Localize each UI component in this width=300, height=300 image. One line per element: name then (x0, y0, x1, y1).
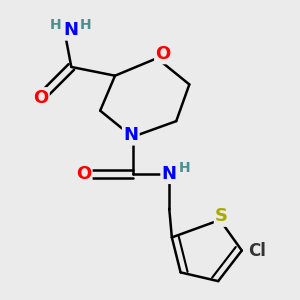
Text: S: S (215, 207, 228, 225)
Text: N: N (123, 126, 138, 144)
Text: H: H (80, 18, 91, 32)
Text: O: O (33, 88, 48, 106)
Text: O: O (155, 45, 171, 63)
Text: H: H (50, 18, 62, 32)
Text: N: N (64, 21, 79, 39)
Text: H: H (179, 161, 191, 176)
Text: N: N (162, 165, 177, 183)
Text: O: O (76, 165, 91, 183)
Text: Cl: Cl (249, 242, 266, 260)
